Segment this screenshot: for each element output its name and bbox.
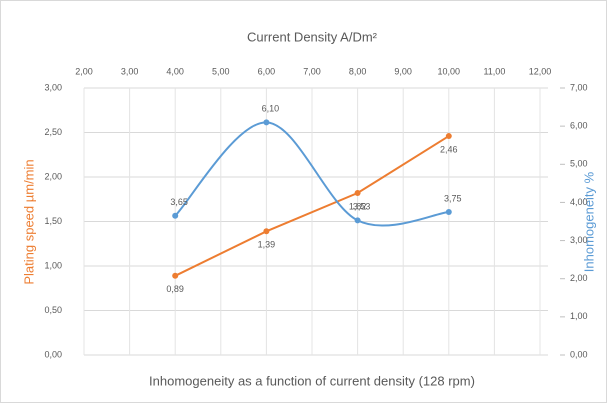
data-label: 1,82 — [349, 201, 367, 211]
y2-tick-label: 1,00 — [570, 311, 588, 321]
y2-tick-label: 3,00 — [570, 235, 588, 245]
x-axis-title: Current Density A/Dm² — [247, 29, 378, 44]
y-tick-label: 2,50 — [44, 127, 62, 137]
chart-subtitle: Inhomogeneity as a function of current d… — [149, 373, 475, 388]
x-tick-label: 2,00 — [75, 66, 93, 76]
x-tick-label: 6,00 — [258, 66, 276, 76]
series-line — [174, 135, 450, 277]
series-line — [174, 121, 449, 227]
x-tick-label: 12,00 — [529, 66, 552, 76]
x-tick-label: 5,00 — [212, 66, 230, 76]
y-tick-label: 0,00 — [44, 349, 62, 359]
data-point — [445, 208, 452, 215]
x-tick-label: 4,00 — [166, 66, 184, 76]
data-label: 2,46 — [440, 144, 458, 154]
y2-tick-label: 7,00 — [570, 82, 588, 92]
data-point — [263, 228, 270, 235]
data-label: 0,89 — [166, 284, 184, 294]
data-point — [172, 212, 179, 219]
y-axis-title: Plating speed µm/min — [21, 159, 36, 284]
x-tick-label: 9,00 — [394, 66, 412, 76]
y2-tick-label: 4,00 — [570, 197, 588, 207]
y2-tick-label: 5,00 — [570, 159, 588, 169]
y2-tick-label: 0,00 — [570, 349, 588, 359]
x-tick-label: 8,00 — [349, 66, 367, 76]
data-point — [263, 119, 270, 126]
y-tick-label: 1,00 — [44, 260, 62, 270]
y2-tick-label: 2,00 — [570, 273, 588, 283]
x-tick-label: 7,00 — [303, 66, 321, 76]
data-label: 3,53 — [353, 202, 371, 212]
y-tick-label: 3,00 — [44, 82, 62, 92]
y2-axis-title: Inhomogeneity % — [581, 171, 596, 272]
data-label: 1,39 — [258, 240, 276, 250]
x-tick-label: 3,00 — [121, 66, 139, 76]
data-point — [354, 190, 361, 197]
y-tick-label: 1,50 — [44, 216, 62, 226]
data-label: 3,65 — [170, 197, 188, 207]
y-tick-label: 0,50 — [44, 305, 62, 315]
data-point — [172, 272, 179, 279]
x-tick-label: 11,00 — [483, 66, 505, 76]
data-point — [354, 217, 361, 224]
x-tick-label: 10,00 — [438, 66, 461, 76]
data-label: 6,10 — [262, 104, 280, 114]
y2-tick-label: 6,00 — [570, 121, 588, 131]
data-point — [445, 133, 452, 140]
data-label: 3,75 — [444, 193, 462, 203]
y-tick-label: 2,00 — [44, 171, 62, 181]
